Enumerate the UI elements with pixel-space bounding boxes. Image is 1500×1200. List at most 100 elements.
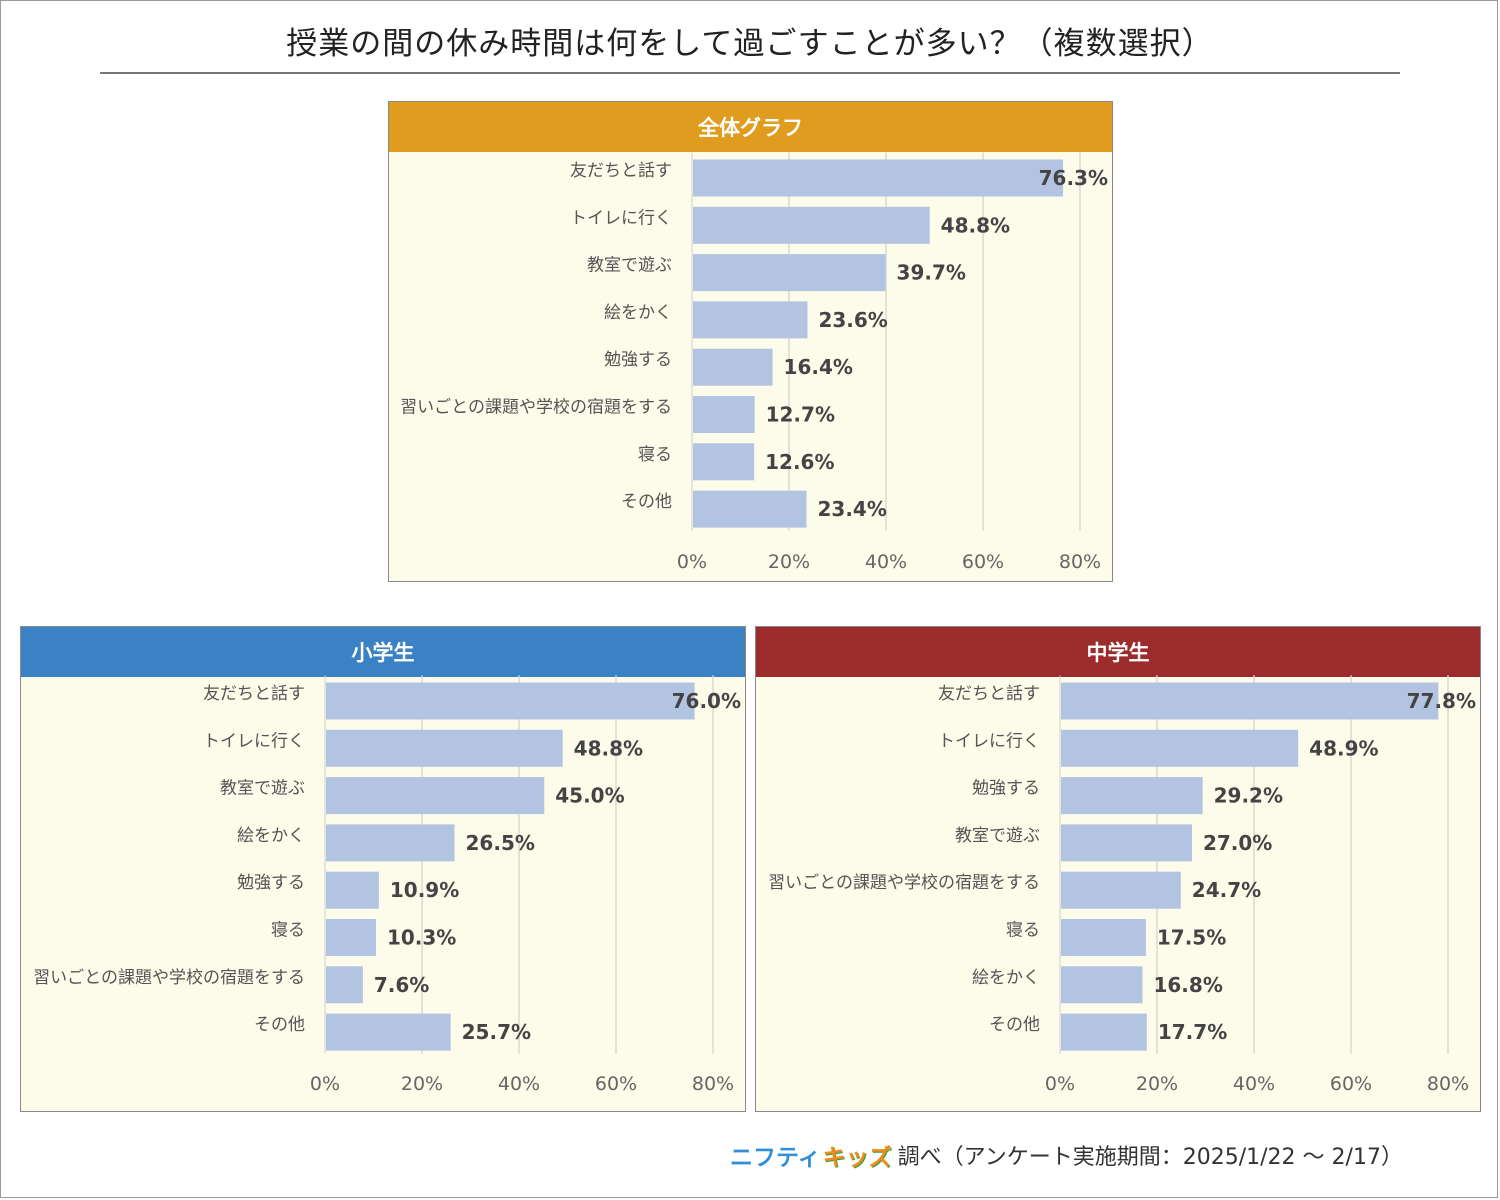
elementary-bar — [326, 729, 563, 767]
elementary-bar — [326, 919, 376, 956]
junior-high-category-label: トイレに行く — [938, 731, 1040, 751]
elementary-category-label: 絵をかく — [237, 826, 305, 846]
overall-bar — [693, 348, 773, 386]
junior-high-category-label: 友だちと話す — [938, 684, 1040, 704]
elementary-x-tick-label: 20% — [401, 1073, 443, 1095]
overall-category-label: 教室で遊ぶ — [587, 256, 672, 276]
elementary-category-label: 勉強する — [237, 873, 305, 893]
overall-bar — [693, 490, 807, 528]
overall-category-label: 習いごとの課題や学校の宿題をする — [400, 398, 672, 418]
overall-chart-title: 全体グラフ — [389, 102, 1112, 152]
elementary-chart-title: 小学生 — [21, 627, 745, 677]
overall-value-label: 76.3% — [1039, 166, 1108, 190]
junior-high-x-tick-label: 20% — [1136, 1073, 1178, 1095]
overall-category-label: その他 — [621, 492, 672, 512]
junior-high-bar — [1061, 824, 1192, 862]
source-footer: ニフティ キッズ 調べ（アンケート実施期間：2025/1/22 ～ 2/17） — [730, 1138, 1403, 1172]
elementary-bar — [326, 1013, 451, 1051]
junior-high-value-label: 77.8% — [1407, 689, 1476, 713]
overall-x-tick-label: 80% — [1059, 551, 1101, 573]
junior-high-category-label: 勉強する — [972, 779, 1040, 799]
junior-high-value-label: 48.9% — [1309, 736, 1378, 760]
junior-high-x-tick-label: 40% — [1233, 1073, 1275, 1095]
page-title: 授業の間の休み時間は何をして過ごすことが多い？（複数選択） — [286, 26, 1214, 62]
overall-value-label: 48.8% — [941, 213, 1010, 237]
junior-high-category-label: 絵をかく — [972, 968, 1040, 988]
overall-bar — [693, 254, 886, 292]
overall-value-label: 12.6% — [765, 450, 834, 474]
elementary-x-tick-label: 60% — [595, 1073, 637, 1095]
junior-high-value-label: 16.8% — [1153, 973, 1222, 997]
junior-high-category-label: 寝る — [1006, 920, 1040, 941]
overall-category-label: 寝る — [638, 444, 672, 465]
junior-high-bar — [1061, 682, 1439, 720]
junior-high-bar — [1061, 1013, 1147, 1051]
overall-bar — [693, 443, 755, 481]
elementary-x-tick-label: 0% — [310, 1073, 340, 1095]
elementary-category-label: トイレに行く — [203, 731, 305, 751]
elementary-value-label: 25.7% — [462, 1020, 531, 1044]
elementary-category-label: 友だちと話す — [203, 684, 305, 704]
junior-high-bar — [1061, 871, 1181, 909]
overall-value-label: 39.7% — [897, 261, 966, 285]
overall-value-label: 23.6% — [818, 308, 887, 332]
footer-survey-note: 調べ（アンケート実施期間：2025/1/22 ～ 2/17） — [897, 1145, 1403, 1170]
elementary-value-label: 26.5% — [466, 831, 535, 855]
title-divider — [100, 72, 1400, 74]
junior-high-x-tick-label: 60% — [1330, 1073, 1372, 1095]
junior-high-value-label: 27.0% — [1203, 831, 1272, 855]
elementary-chart-panel: 小学生 0% 20% 40% 60% 80% 友だちと話す 76.0% トイレに行く 48.8%… — [20, 626, 746, 1112]
overall-category-label: トイレに行く — [570, 208, 672, 228]
junior-high-chart-plot: 0% 20% 40% 60% 80% 友だちと話す 77.8% トイレに行く 48.9% 勉強する… — [768, 675, 1476, 1095]
elementary-bar — [326, 682, 695, 720]
overall-value-label: 12.7% — [766, 403, 835, 427]
junior-high-value-label: 17.5% — [1157, 926, 1226, 950]
elementary-value-label: 10.3% — [387, 926, 456, 950]
overall-value-label: 16.4% — [784, 355, 853, 379]
overall-value-label: 23.4% — [817, 497, 886, 521]
overall-chart-panel: 全体グラフ 0% 20% 40% 60% 80% 友だちと話す 76.3% トイレに行く 48.… — [388, 101, 1113, 582]
junior-high-x-tick-label: 0% — [1045, 1073, 1075, 1095]
elementary-value-label: 48.8% — [574, 736, 643, 760]
junior-high-bar — [1061, 966, 1143, 1004]
logo-text-kids: キッズ — [820, 1138, 894, 1172]
junior-high-value-label: 29.2% — [1214, 784, 1283, 808]
elementary-value-label: 10.9% — [390, 878, 459, 902]
overall-bar — [693, 396, 755, 433]
junior-high-bar — [1061, 919, 1146, 956]
logo-text-nifty: ニフティ — [730, 1145, 821, 1171]
overall-category-label: 勉強する — [604, 350, 672, 370]
nifty-kids-logo: ニフティ キッズ — [730, 1138, 894, 1172]
overall-chart-plot: 0% 20% 40% 60% 80% 友だちと話す 76.3% トイレに行く 48.8% 教室で遊… — [400, 152, 1108, 573]
junior-high-bar — [1061, 777, 1203, 815]
junior-high-chart-panel: 中学生 0% 20% 40% 60% 80% 友だちと話す 77.8% トイレに行く 48.9%… — [755, 626, 1481, 1112]
elementary-category-label: 習いごとの課題や学校の宿題をする — [33, 968, 305, 988]
junior-high-category-label: 教室で遊ぶ — [955, 826, 1040, 846]
elementary-category-label: 教室で遊ぶ — [220, 779, 305, 799]
elementary-value-label: 76.0% — [672, 689, 741, 713]
elementary-bar — [326, 824, 455, 862]
elementary-value-label: 7.6% — [374, 973, 429, 997]
overall-category-label: 絵をかく — [604, 303, 672, 323]
junior-high-chart-title: 中学生 — [756, 627, 1480, 677]
junior-high-category-label: その他 — [989, 1015, 1040, 1035]
junior-high-value-label: 24.7% — [1192, 878, 1261, 902]
overall-bar — [693, 301, 808, 339]
junior-high-category-label: 習いごとの課題や学校の宿題をする — [768, 873, 1040, 893]
elementary-value-label: 45.0% — [555, 784, 624, 808]
overall-bar — [693, 159, 1064, 197]
overall-x-tick-label: 40% — [865, 551, 907, 573]
junior-high-x-tick-label: 80% — [1427, 1073, 1469, 1095]
elementary-bar — [326, 966, 363, 1004]
junior-high-value-label: 17.7% — [1158, 1020, 1227, 1044]
elementary-category-label: その他 — [254, 1015, 305, 1035]
overall-x-tick-label: 60% — [962, 551, 1004, 573]
overall-bar — [693, 206, 930, 244]
elementary-chart-plot: 0% 20% 40% 60% 80% 友だちと話す 76.0% トイレに行く 48.8% 教室で遊… — [33, 675, 741, 1095]
elementary-category-label: 寝る — [271, 920, 305, 941]
overall-x-tick-label: 20% — [768, 551, 810, 573]
elementary-x-tick-label: 40% — [498, 1073, 540, 1095]
elementary-bar — [326, 777, 545, 815]
elementary-x-tick-label: 80% — [692, 1073, 734, 1095]
